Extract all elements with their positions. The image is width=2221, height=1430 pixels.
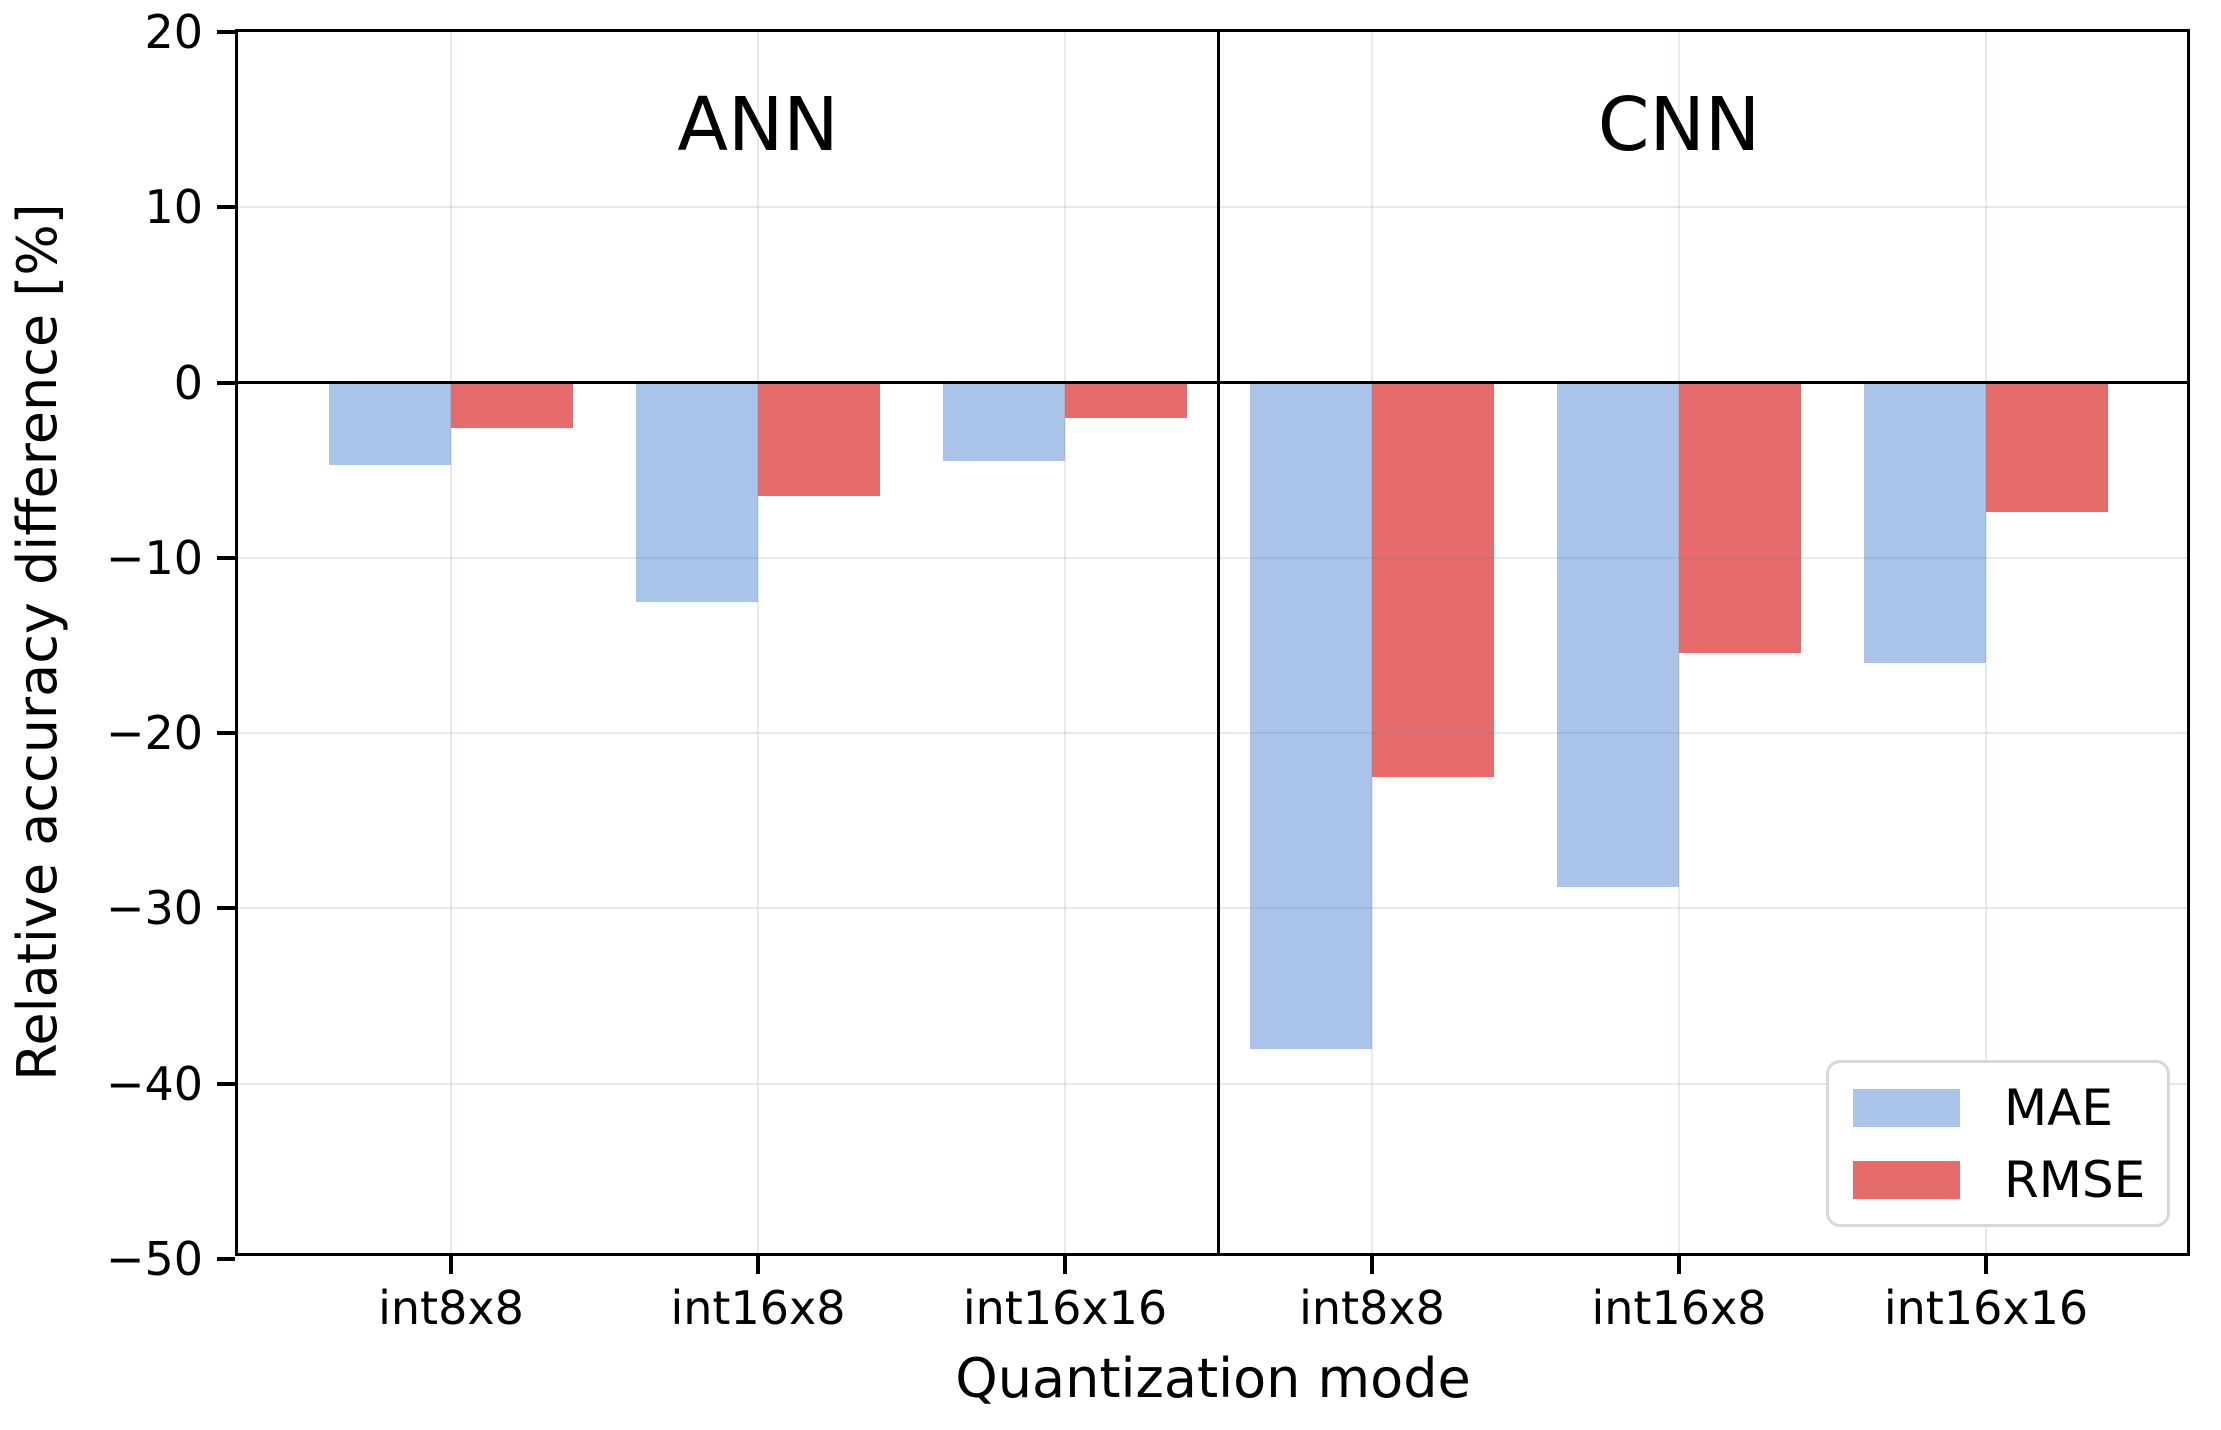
vertical-gridline: [1371, 32, 1373, 1253]
y-tick-label: −10: [105, 530, 203, 585]
y-tick-label: 20: [144, 5, 203, 59]
vertical-gridline: [757, 32, 759, 1253]
y-tick: [217, 906, 235, 911]
y-axis-label: Relative accuracy difference [%]: [6, 203, 69, 1081]
x-tick: [449, 1256, 453, 1274]
y-tick: [217, 205, 235, 210]
x-tick-label: int8x8: [1299, 1281, 1445, 1335]
bar-ann-int16x16-mae: [943, 382, 1065, 462]
x-tick: [1370, 1256, 1374, 1274]
bar-ann-int16x8-mae: [636, 382, 758, 602]
vertical-gridline: [1678, 32, 1680, 1253]
legend-rmse-swatch-icon: [1853, 1160, 1960, 1199]
x-tick-label: int16x16: [1883, 1281, 2089, 1335]
x-tick-label: int16x8: [1591, 1281, 1767, 1335]
x-axis-label: Quantization mode: [955, 1347, 1471, 1410]
y-tick-label: −50: [105, 1232, 203, 1286]
y-tick: [217, 30, 235, 34]
horizontal-gridline: [238, 556, 2187, 559]
y-tick-label: 10: [144, 180, 203, 235]
horizontal-gridline: [238, 732, 2187, 735]
y-tick: [217, 731, 235, 736]
x-tick: [756, 1256, 760, 1274]
x-tick: [1063, 1256, 1067, 1274]
bar-cnn-int16x16-mae: [1864, 382, 1986, 664]
panel-title-ann: ANN: [677, 82, 839, 168]
horizontal-gridline: [238, 1082, 2187, 1085]
bar-ann-int16x16-rmse: [1065, 382, 1187, 418]
bar-cnn-int8x8-mae: [1250, 382, 1372, 1049]
legend-rmse-label: RMSE: [2004, 1150, 2146, 1209]
x-tick-label: int8x8: [378, 1281, 524, 1335]
legend: MAE RMSE: [1826, 1060, 2170, 1227]
x-tick-label: int16x16: [962, 1281, 1168, 1335]
y-tick: [217, 1081, 235, 1086]
y-tick: [217, 380, 235, 385]
plot-area: ANN CNN MAE RMSE 20 10 0 −10 −20 −30 −40 −50 int…: [106, 9, 2190, 1331]
panel-separator: [1216, 32, 1220, 1253]
legend-item-rmse: RMSE: [1853, 1155, 2167, 1205]
vertical-gridline: [1985, 32, 1987, 1253]
x-tick: [1984, 1256, 1988, 1274]
bar-ann-int16x8-rmse: [758, 382, 880, 497]
panel-title-cnn: CNN: [1597, 82, 1761, 168]
y-tick: [217, 555, 235, 560]
zero-line: [238, 381, 2187, 385]
y-tick: [217, 1257, 235, 1261]
y-tick-label: −30: [105, 881, 203, 936]
y-tick-label: −40: [105, 1056, 203, 1111]
x-tick: [1677, 1256, 1681, 1274]
bar-ann-int8x8-rmse: [451, 382, 573, 429]
vertical-gridline: [450, 32, 452, 1253]
bar-cnn-int8x8-rmse: [1372, 382, 1494, 777]
bar-cnn-int16x8-rmse: [1679, 382, 1801, 653]
bar-cnn-int16x16-rmse: [1986, 382, 2108, 513]
vertical-gridline: [1064, 32, 1066, 1253]
y-tick-label: 0: [173, 355, 203, 410]
bar-cnn-int16x8-mae: [1557, 382, 1679, 888]
y-tick-label: −20: [105, 706, 203, 761]
horizontal-gridline: [238, 907, 2187, 910]
legend-mae-swatch-icon: [1853, 1088, 1960, 1127]
bar-ann-int8x8-mae: [329, 382, 451, 465]
horizontal-gridline: [238, 206, 2187, 209]
legend-item-mae: MAE: [1853, 1083, 2167, 1133]
x-tick-label: int16x8: [670, 1281, 846, 1335]
legend-mae-label: MAE: [2004, 1078, 2113, 1137]
